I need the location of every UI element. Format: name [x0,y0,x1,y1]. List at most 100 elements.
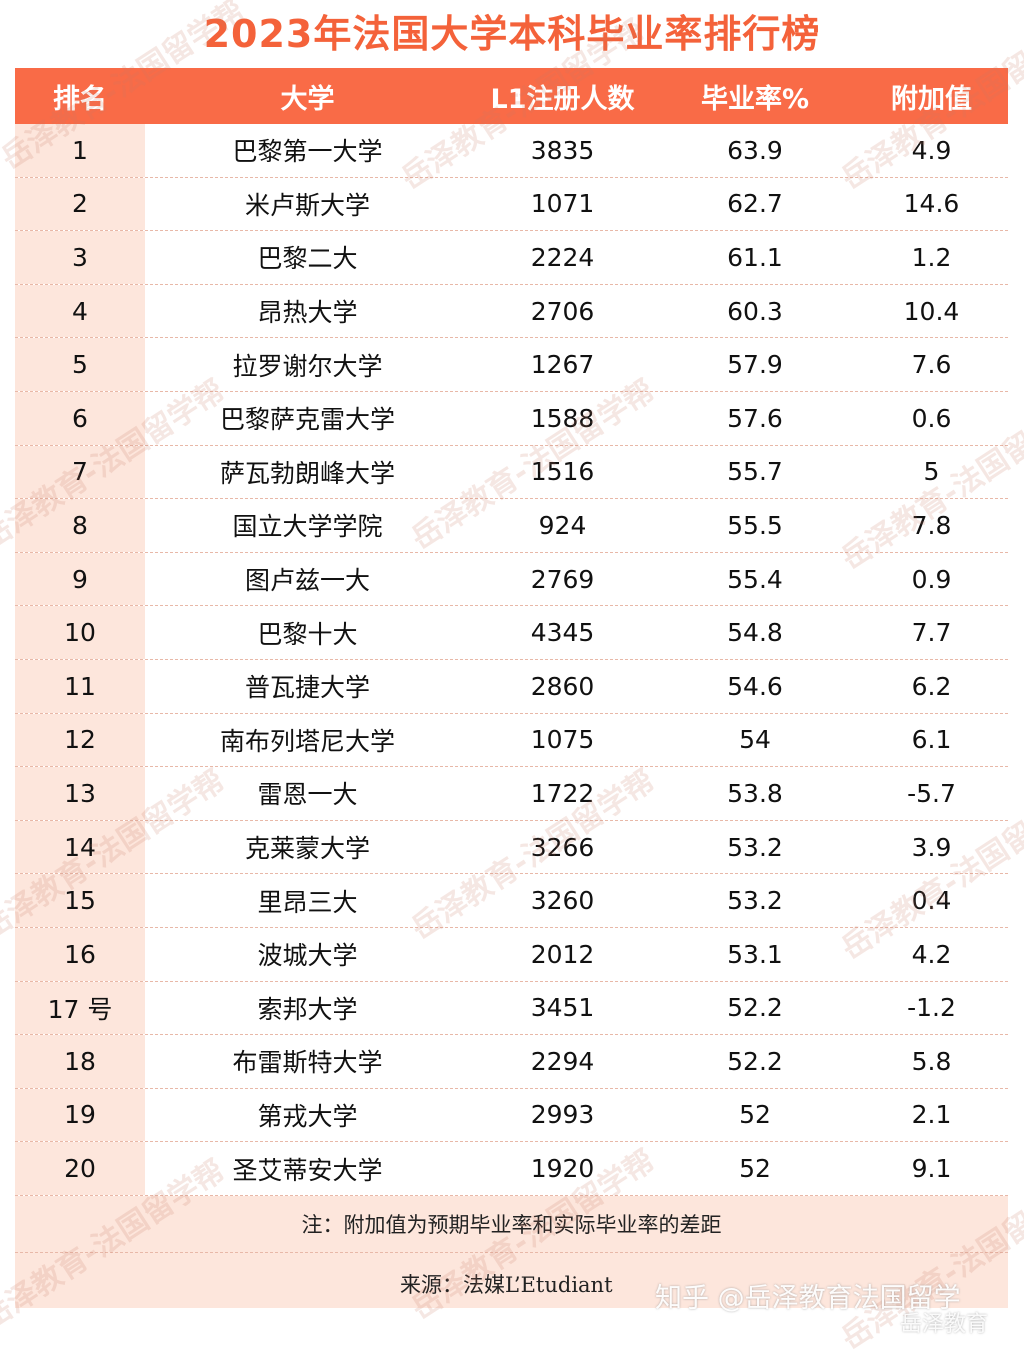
table-row: 16 波城大学 2012 53.1 4.2 [15,927,1008,982]
cell-added-value: -5.7 [907,778,956,808]
cell-university: 圣艾蒂安大学 [232,1155,383,1185]
cell-rank: 4 [15,284,145,338]
ranking-table: 排名 大学 L1注册人数 毕业率% 附加值 1 巴黎第一大学 3835 63.9 4.9… [15,68,1008,1308]
cell-added-value: 4.9 [911,135,952,165]
table-row: 13 雷恩一大 1722 53.8 -5.7 [15,767,1008,821]
cell-added-value: 1.2 [911,242,952,272]
cell-enrollment: 3260 [530,886,595,916]
cell-rate: 53.1 [727,939,783,969]
cell-added-value: 0.9 [911,564,952,594]
cell-rank: 15 [15,874,145,927]
cell-added-value: 7.8 [911,510,952,540]
cell-enrollment: 2294 [530,1046,595,1076]
table-header: 排名 大学 L1注册人数 毕业率% 附加值 [15,68,1008,124]
cell-enrollment: 3451 [530,993,595,1023]
cell-added-value: 5 [923,457,940,487]
table-row: 1 巴黎第一大学 3835 63.9 4.9 [15,124,1008,178]
cell-university: 雷恩一大 [257,780,358,810]
cell-university: 巴黎二大 [257,244,358,274]
cell-rate: 54 [739,725,771,755]
cell-rank: 1 [15,124,145,177]
table-row: 17 号 索邦大学 3451 52.2 -1.2 [15,981,1008,1036]
cell-rank: 17 号 [15,981,145,1035]
cell-rate: 55.4 [727,564,783,594]
cell-enrollment: 2012 [530,939,595,969]
cell-university: 巴黎十大 [257,619,358,649]
table-row: 6 巴黎萨克雷大学 1588 57.6 0.6 [15,391,1008,446]
cell-added-value: 7.6 [911,350,952,380]
cell-added-value: 5.8 [911,1046,952,1076]
cell-rate: 57.9 [727,350,783,380]
table-row: 3 巴黎二大 2224 61.1 1.2 [15,231,1008,285]
cell-rank: 14 [15,820,145,874]
table-row: 2 米卢斯大学 1071 62.7 14.6 [15,177,1008,232]
cell-rate: 63.9 [727,135,783,165]
header-university: 大学 [280,83,335,115]
cell-rank: 2 [15,177,145,231]
cell-rank: 16 [15,927,145,981]
table-row: 7 萨瓦勃朗峰大学 1516 55.7 5 [15,445,1008,500]
cell-rate: 52 [739,1100,771,1130]
cell-enrollment: 1267 [530,350,595,380]
cell-added-value: 0.6 [911,403,952,433]
cell-university: 拉罗谢尔大学 [232,351,383,381]
cell-university: 昂热大学 [257,298,358,328]
cell-added-value: 7.7 [911,618,952,648]
cell-university: 南布列塔尼大学 [219,726,395,756]
cell-university: 巴黎萨克雷大学 [219,405,395,435]
table-row: 9 图卢兹一大 2769 55.4 0.9 [15,552,1008,607]
cell-enrollment: 1722 [530,778,595,808]
header-enrollment: L1注册人数 [490,83,635,115]
cell-enrollment: 2860 [530,671,595,701]
cell-enrollment: 2769 [530,564,595,594]
weibo-watermark: 岳泽教育 [900,1312,989,1337]
cell-enrollment: 1071 [530,189,595,219]
cell-rate: 52 [739,1154,771,1184]
table-row: 12 南布列塔尼大学 1075 54 6.1 [15,713,1008,768]
page-title: 2023年法国大学本科毕业率排行榜 [203,12,821,56]
cell-rate: 55.5 [727,510,783,540]
cell-rate: 54.6 [727,671,783,701]
source-text: 来源：法媒L’Etudiant [400,1272,613,1297]
table-source: 来源：法媒L’Etudiant [15,1252,1008,1308]
cell-rate: 52.2 [727,1046,783,1076]
cell-enrollment: 1075 [530,725,595,755]
table-body: 1 巴黎第一大学 3835 63.9 4.9 2 米卢斯大学 1071 62.7 14.6 3 巴黎二… [15,124,1008,1196]
cell-rate: 54.8 [727,618,783,648]
cell-enrollment: 3835 [530,135,595,165]
cell-rank: 20 [15,1142,145,1195]
cell-rank: 10 [15,606,145,659]
table-note: 注：附加值为预期毕业率和实际毕业率的差距 [15,1195,1008,1253]
table-row: 20 圣艾蒂安大学 1920 52 9.1 [15,1142,1008,1196]
cell-rank: 13 [15,767,145,820]
cell-enrollment: 1588 [530,403,595,433]
table-row: 19 第戎大学 2993 52 2.1 [15,1088,1008,1143]
cell-rate: 53.8 [727,778,783,808]
cell-university: 巴黎第一大学 [232,137,383,167]
cell-rank: 5 [15,338,145,391]
cell-rate: 61.1 [727,242,783,272]
cell-added-value: -1.2 [907,993,956,1023]
cell-rank: 6 [15,391,145,445]
cell-rank: 3 [15,231,145,284]
cell-rate: 53.2 [727,886,783,916]
cell-rate: 60.3 [727,296,783,326]
cell-university: 里昂三大 [257,887,358,917]
table-row: 10 巴黎十大 4345 54.8 7.7 [15,606,1008,660]
cell-university: 图卢兹一大 [244,566,370,596]
cell-added-value: 6.2 [911,671,952,701]
cell-rate: 62.7 [727,189,783,219]
cell-rank: 7 [15,445,145,499]
cell-added-value: 0.4 [911,886,952,916]
cell-added-value: 10.4 [903,296,960,326]
cell-added-value: 14.6 [903,189,960,219]
cell-rate: 55.7 [727,457,783,487]
cell-enrollment: 2993 [530,1100,595,1130]
cell-added-value: 3.9 [911,832,952,862]
cell-enrollment: 3266 [530,832,595,862]
header-rate: 毕业率% [700,83,810,115]
cell-university: 索邦大学 [257,994,358,1024]
cell-added-value: 9.1 [911,1154,952,1184]
cell-university: 国立大学学院 [232,512,383,542]
cell-enrollment: 1516 [530,457,595,487]
